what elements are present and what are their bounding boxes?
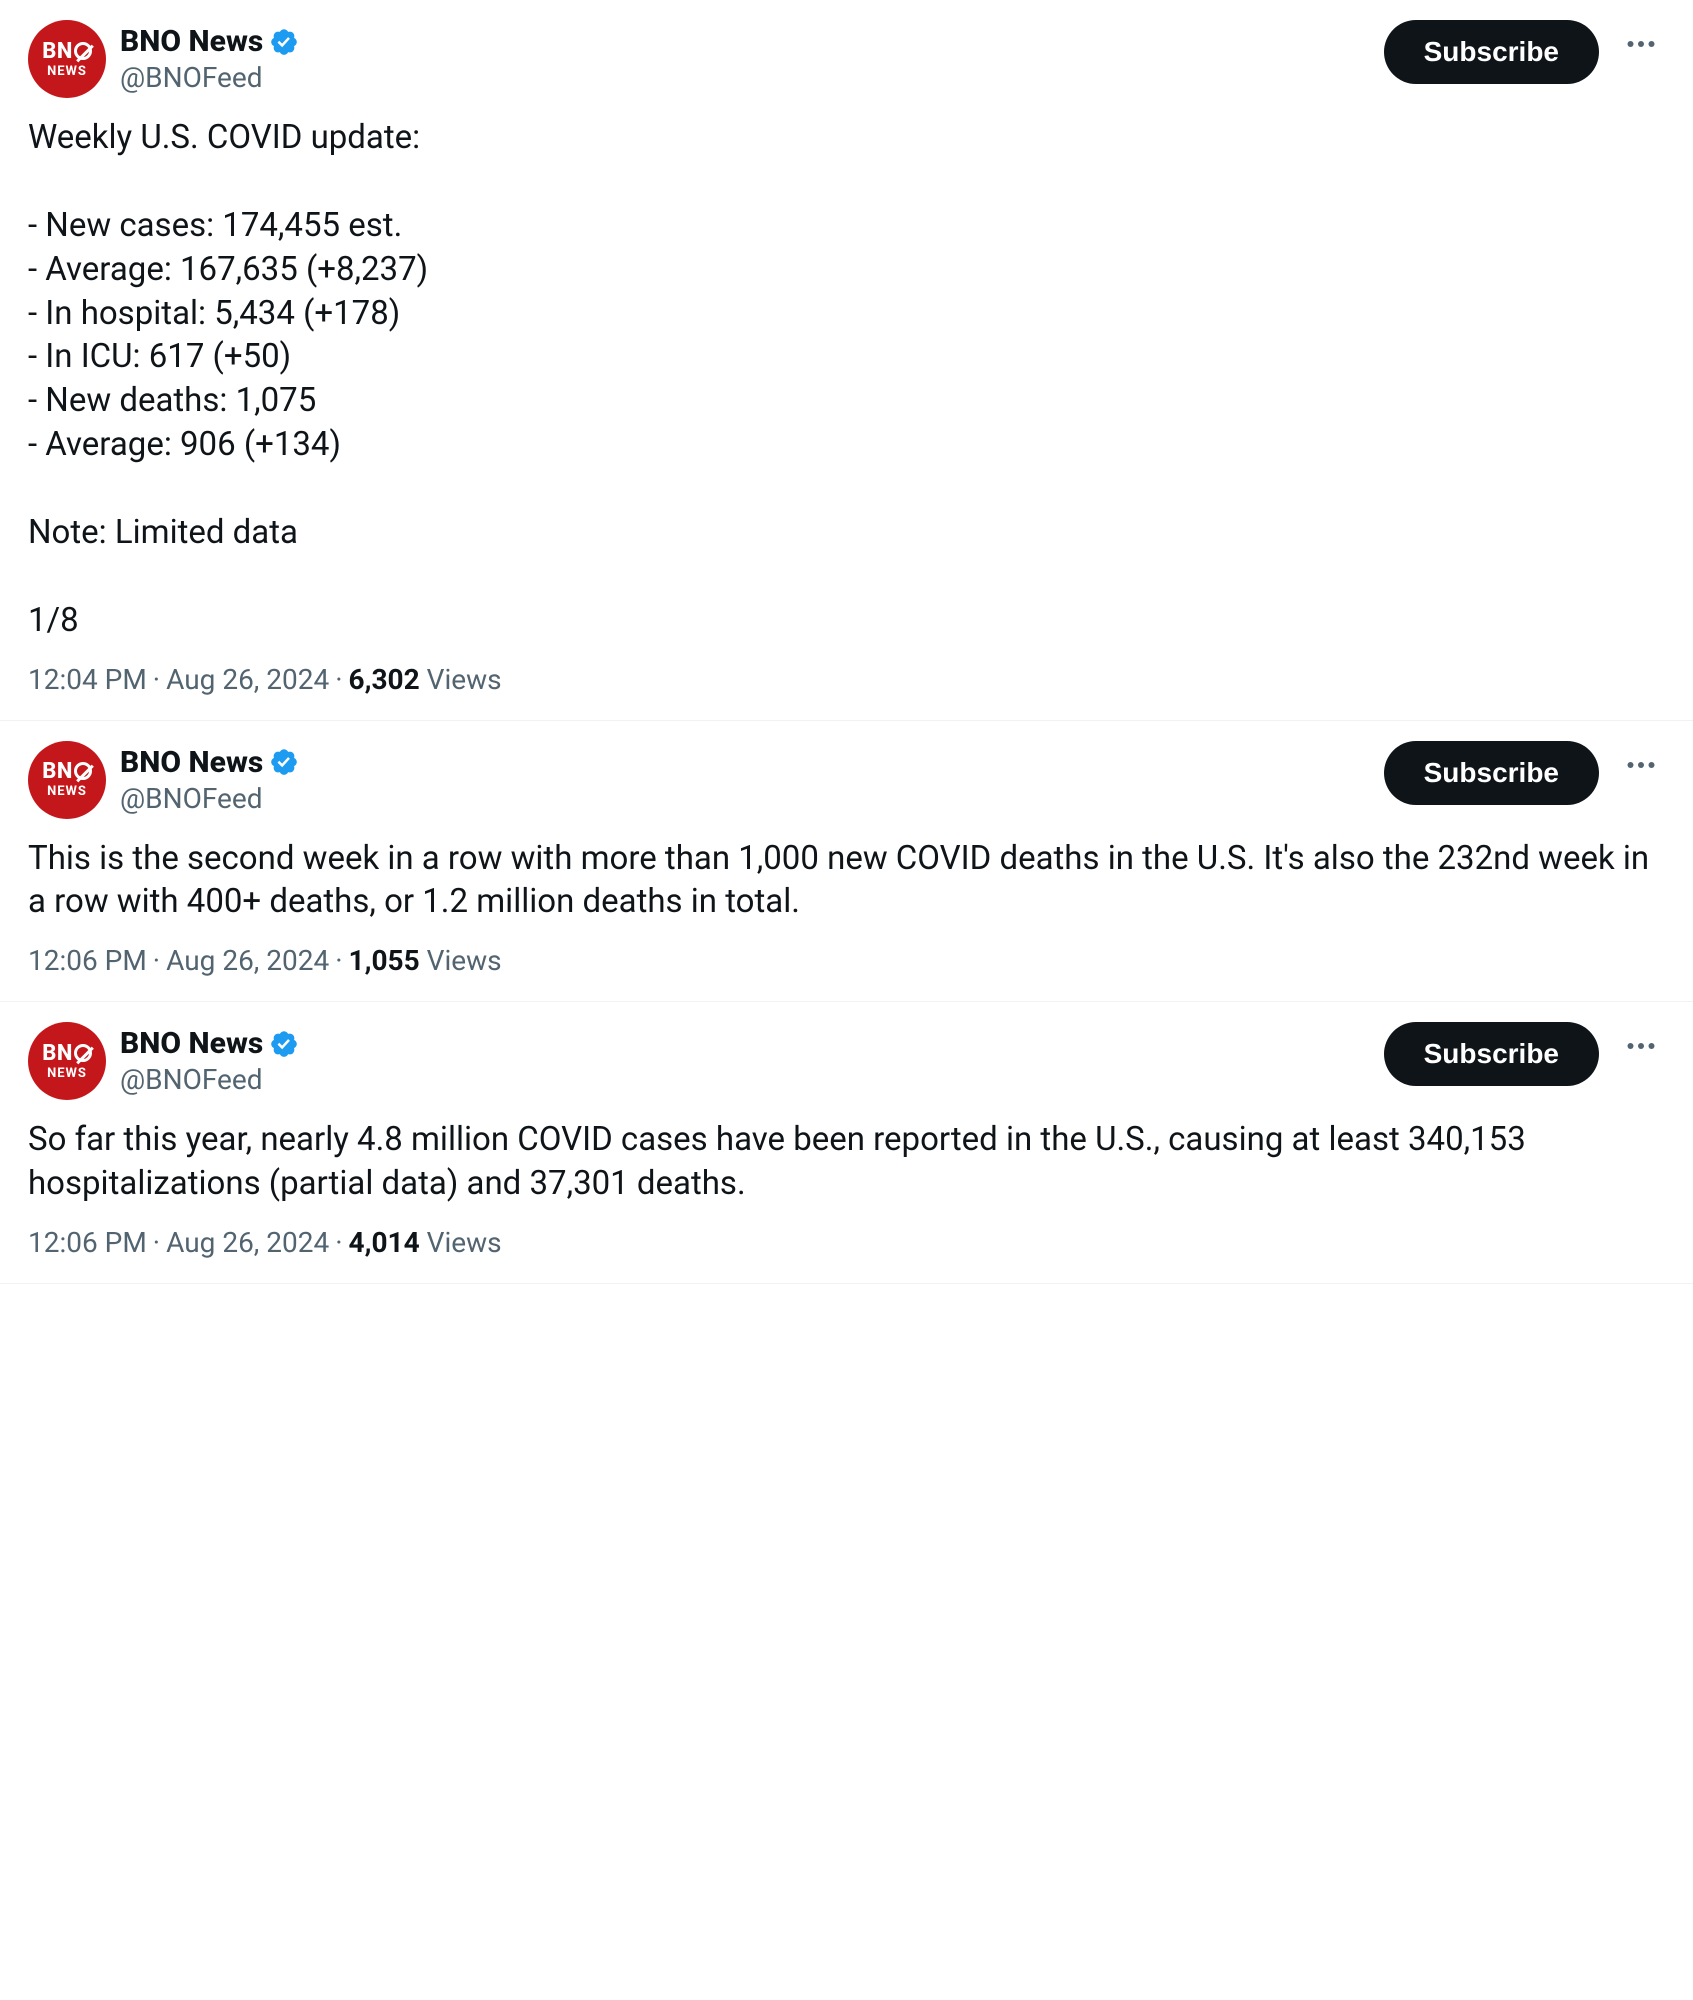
subscribe-button[interactable]: Subscribe <box>1384 1022 1599 1086</box>
author-handle[interactable]: @BNOFeed <box>120 61 299 94</box>
avatar-logo-top: BN <box>42 761 92 783</box>
author-block: BNO News @BNOFeed <box>120 741 299 815</box>
more-options-button[interactable] <box>1617 20 1665 68</box>
tweet-header: BN NEWS BNO News @BNOFeed Subscribe <box>28 741 1665 819</box>
avatar-logo-bottom: NEWS <box>47 785 87 798</box>
tweet-text: So far this year, nearly 4.8 million COV… <box>28 1118 1665 1206</box>
tweet-header: BN NEWS BNO News @BNOFeed Subscribe <box>28 20 1665 98</box>
subscribe-button[interactable]: Subscribe <box>1384 741 1599 805</box>
avatar[interactable]: BN NEWS <box>28 1022 106 1100</box>
author-name: BNO News <box>120 1026 263 1061</box>
author-block: BNO News @BNOFeed <box>120 20 299 94</box>
tweet-text: This is the second week in a row with mo… <box>28 837 1665 925</box>
ellipsis-icon <box>1623 26 1659 62</box>
author-block: BNO News @BNOFeed <box>120 1022 299 1096</box>
tweet-date[interactable]: Aug 26, 2024 <box>166 663 329 696</box>
views-count[interactable]: 6,302 <box>349 663 420 696</box>
more-options-button[interactable] <box>1617 741 1665 789</box>
author-name: BNO News <box>120 24 263 59</box>
verified-badge-icon <box>269 747 299 777</box>
avatar[interactable]: BN NEWS <box>28 20 106 98</box>
author-name-row[interactable]: BNO News <box>120 745 299 780</box>
verified-badge-icon <box>269 27 299 57</box>
tweet-meta: 12:06 PM·Aug 26, 2024·1,055 Views <box>28 944 1665 977</box>
avatar-logo-top: BN <box>42 1043 92 1065</box>
tweet-text: Weekly U.S. COVID update: - New cases: 1… <box>28 116 1665 643</box>
avatar-logo-bottom: NEWS <box>47 1067 87 1080</box>
views-label: Views <box>427 944 502 977</box>
tweet-date[interactable]: Aug 26, 2024 <box>166 944 329 977</box>
author-name-row[interactable]: BNO News <box>120 1026 299 1061</box>
tweet: BN NEWS BNO News @BNOFeed Subscribe So f… <box>0 1002 1693 1284</box>
avatar[interactable]: BN NEWS <box>28 741 106 819</box>
views-count[interactable]: 1,055 <box>349 944 420 977</box>
tweet-feed: BN NEWS BNO News @BNOFeed Subscribe Week… <box>0 0 1693 1284</box>
author-name: BNO News <box>120 745 263 780</box>
tweet: BN NEWS BNO News @BNOFeed Subscribe This… <box>0 721 1693 1003</box>
views-label: Views <box>427 1226 502 1259</box>
author-handle[interactable]: @BNOFeed <box>120 1063 299 1096</box>
subscribe-button[interactable]: Subscribe <box>1384 20 1599 84</box>
tweet-meta: 12:04 PM·Aug 26, 2024·6,302 Views <box>28 663 1665 696</box>
tweet-date[interactable]: Aug 26, 2024 <box>166 1226 329 1259</box>
author-handle[interactable]: @BNOFeed <box>120 782 299 815</box>
tweet-time[interactable]: 12:04 PM <box>28 663 147 696</box>
ellipsis-icon <box>1623 747 1659 783</box>
views-label: Views <box>427 663 502 696</box>
views-count[interactable]: 4,014 <box>349 1226 420 1259</box>
tweet-time[interactable]: 12:06 PM <box>28 1226 147 1259</box>
verified-badge-icon <box>269 1029 299 1059</box>
avatar-logo-bottom: NEWS <box>47 65 87 78</box>
tweet-time[interactable]: 12:06 PM <box>28 944 147 977</box>
author-name-row[interactable]: BNO News <box>120 24 299 59</box>
tweet: BN NEWS BNO News @BNOFeed Subscribe Week… <box>0 0 1693 721</box>
ellipsis-icon <box>1623 1028 1659 1064</box>
tweet-header: BN NEWS BNO News @BNOFeed Subscribe <box>28 1022 1665 1100</box>
tweet-meta: 12:06 PM·Aug 26, 2024·4,014 Views <box>28 1226 1665 1259</box>
more-options-button[interactable] <box>1617 1022 1665 1070</box>
avatar-logo-top: BN <box>42 41 92 63</box>
